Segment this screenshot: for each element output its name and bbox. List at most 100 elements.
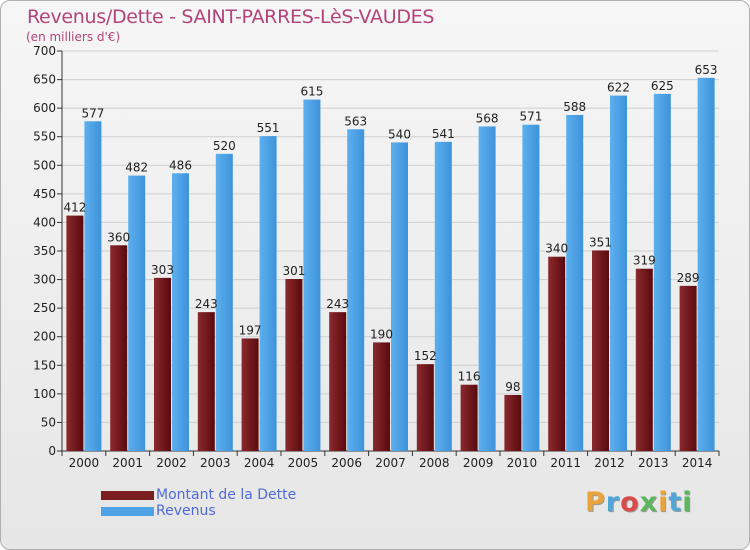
revenue-value-label: 482	[125, 161, 148, 175]
y-tick-label: 200	[33, 330, 56, 344]
legend-swatch-debt	[101, 491, 154, 500]
x-tick-label: 2009	[463, 456, 494, 470]
revenue-bar	[303, 99, 321, 452]
revenue-value-label: 541	[432, 127, 455, 141]
revenue-bar	[128, 175, 146, 452]
revenue-bar	[172, 173, 189, 452]
y-tick-label: 50	[41, 415, 56, 429]
revenue-value-label: 520	[213, 139, 236, 153]
legend-label-debt: Montant de la Dette	[156, 487, 297, 503]
y-tick-label: 0	[48, 444, 56, 458]
revenue-bar	[653, 93, 671, 451]
y-tick-label: 350	[33, 244, 56, 258]
y-tick-label: 150	[33, 358, 56, 372]
debt-value-label: 190	[370, 327, 393, 341]
legend-swatch-revenus	[101, 507, 154, 516]
revenue-value-label: 622	[607, 81, 630, 95]
x-tick-label: 2002	[156, 456, 187, 470]
y-tick-label: 400	[33, 215, 56, 229]
logo-letter: P	[585, 487, 606, 518]
x-tick-label: 2010	[507, 456, 538, 470]
x-tick-label: 2004	[244, 456, 275, 470]
y-tick-label: 250	[33, 301, 56, 315]
debt-value-label: 116	[458, 370, 481, 384]
x-tick-label: 2006	[331, 456, 362, 470]
revenue-bar	[259, 136, 277, 451]
logo-letter: i	[682, 487, 693, 518]
debt-bar	[635, 268, 653, 451]
debt-bar	[548, 256, 566, 451]
y-tick-label: 700	[33, 44, 56, 58]
revenue-bar	[215, 153, 233, 451]
debt-bar	[154, 277, 171, 451]
revenue-bar	[347, 129, 365, 452]
x-tick-label: 2001	[112, 456, 143, 470]
debt-value-label: 197	[239, 323, 262, 337]
revenue-value-label: 577	[81, 106, 104, 120]
x-tick-label: 2013	[638, 456, 669, 470]
revenue-value-label: 486	[169, 158, 192, 172]
x-tick-label: 2000	[69, 456, 100, 470]
debt-value-label: 360	[107, 230, 130, 244]
debt-bar	[592, 250, 609, 451]
x-tick-label: 2005	[288, 456, 319, 470]
y-tick-label: 500	[33, 158, 56, 172]
y-tick-label: 450	[33, 187, 56, 201]
y-tick-label: 300	[33, 273, 56, 287]
debt-bar	[285, 279, 303, 451]
x-tick-label: 2003	[200, 456, 231, 470]
debt-bar	[679, 285, 697, 451]
debt-bar	[416, 364, 434, 451]
debt-bar	[241, 338, 259, 451]
debt-value-label: 301	[282, 264, 305, 278]
debt-value-label: 243	[195, 297, 218, 311]
y-tick-label: 650	[33, 73, 56, 87]
revenue-bar	[391, 142, 408, 451]
debt-bar	[460, 384, 478, 451]
debt-value-label: 152	[414, 349, 437, 363]
debt-value-label: 412	[63, 201, 86, 215]
debt-bar	[373, 342, 390, 451]
debt-bar	[197, 312, 215, 451]
chart-title: Revenus/Dette - SAINT-PARRES-LèS-VAUDES	[27, 6, 435, 28]
proxiti-logo: Proxiti	[585, 487, 693, 518]
x-tick-label: 2012	[594, 456, 625, 470]
revenue-value-label: 625	[651, 79, 674, 93]
revenue-value-label: 540	[388, 127, 411, 141]
debt-value-label: 303	[151, 263, 174, 277]
revenue-bar	[434, 141, 452, 451]
revenue-bar	[610, 95, 627, 452]
revenue-value-label: 568	[476, 111, 499, 125]
logo-letter: t	[668, 487, 683, 518]
revenue-value-label: 563	[344, 114, 367, 128]
x-tick-label: 2011	[550, 456, 581, 470]
x-tick-label: 2007	[375, 456, 406, 470]
debt-value-label: 351	[589, 235, 612, 249]
y-tick-label: 550	[33, 130, 56, 144]
logo-letter: x	[639, 487, 659, 518]
debt-bar	[66, 215, 84, 451]
revenue-bar	[84, 121, 102, 452]
x-tick-label: 2008	[419, 456, 450, 470]
legend-label-revenus: Revenus	[156, 503, 216, 519]
logo-letter: o	[620, 487, 640, 518]
debt-value-label: 98	[505, 380, 520, 394]
revenue-value-label: 588	[563, 100, 586, 114]
revenue-bar	[697, 77, 715, 451]
revenue-value-label: 615	[300, 85, 323, 99]
logo-letter: i	[658, 487, 669, 518]
y-tick-label: 600	[33, 101, 56, 115]
revenue-bar	[522, 124, 540, 451]
revenue-value-label: 551	[257, 121, 280, 135]
debt-value-label: 289	[677, 271, 700, 285]
debt-value-label: 340	[545, 242, 568, 256]
debt-bar	[504, 395, 522, 451]
y-tick-label: 100	[33, 387, 56, 401]
chart-subtitle: (en milliers d'€)	[26, 30, 121, 44]
debt-value-label: 243	[326, 297, 349, 311]
logo-letter: r	[605, 487, 621, 518]
revenue-value-label: 571	[519, 110, 542, 124]
debt-value-label: 319	[633, 254, 656, 268]
